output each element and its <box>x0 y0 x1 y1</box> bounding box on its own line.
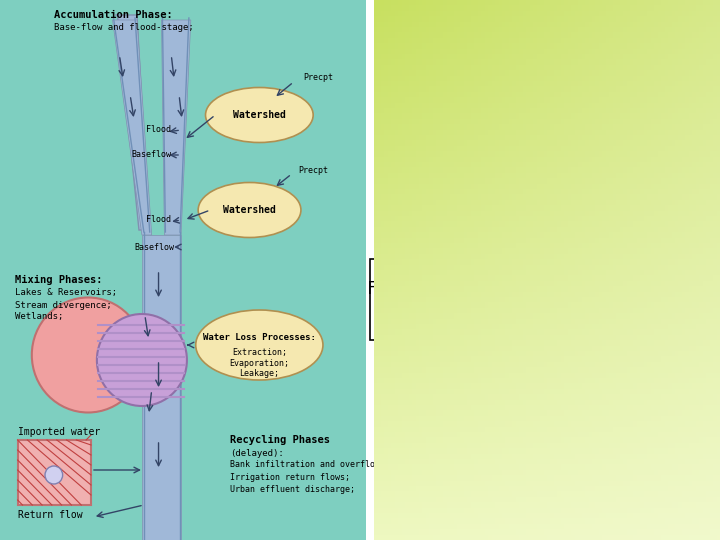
Polygon shape <box>112 20 152 235</box>
Text: Irrigation return flows;: Irrigation return flows; <box>230 472 350 482</box>
Ellipse shape <box>45 466 63 484</box>
Text: Stream divergence;: Stream divergence; <box>14 300 112 309</box>
FancyBboxPatch shape <box>0 0 366 540</box>
Text: Baseflow: Baseflow <box>134 242 174 252</box>
Text: Flood: Flood <box>146 215 171 225</box>
Text: Flood: Flood <box>146 125 171 134</box>
Ellipse shape <box>198 183 301 238</box>
Ellipse shape <box>32 298 144 413</box>
Ellipse shape <box>97 314 187 406</box>
FancyBboxPatch shape <box>366 0 705 540</box>
Text: Figure 23: The isotopic river
continuum model (schematic): Figure 23: The isotopic river continuum … <box>367 280 683 319</box>
Text: Leakage;: Leakage; <box>239 369 279 379</box>
Text: Precpt: Precpt <box>299 165 328 174</box>
Text: Bank infiltration and overflow;: Bank infiltration and overflow; <box>230 461 385 469</box>
Text: Wetlands;: Wetlands; <box>14 313 63 321</box>
Polygon shape <box>142 235 181 540</box>
Text: Watershed: Watershed <box>233 110 286 120</box>
Ellipse shape <box>196 310 323 380</box>
Text: Evaporation;: Evaporation; <box>230 359 289 368</box>
Text: Baseflow: Baseflow <box>131 151 171 159</box>
FancyBboxPatch shape <box>17 440 91 505</box>
Polygon shape <box>161 20 191 235</box>
Text: (delayed):: (delayed): <box>230 449 284 457</box>
Text: Mixing Phases:: Mixing Phases: <box>14 275 102 285</box>
Text: Return flow: Return flow <box>17 510 82 520</box>
Text: Extraction;: Extraction; <box>232 348 287 356</box>
Text: Imported water: Imported water <box>17 427 100 437</box>
Text: Recycling Phases: Recycling Phases <box>230 435 330 445</box>
FancyBboxPatch shape <box>370 259 680 340</box>
Text: Urban effluent discharge;: Urban effluent discharge; <box>230 484 355 494</box>
Text: Base-flow and flood-stage;: Base-flow and flood-stage; <box>54 24 194 32</box>
Text: Lakes & Reservoirs;: Lakes & Reservoirs; <box>14 288 117 298</box>
Ellipse shape <box>205 87 313 143</box>
Polygon shape <box>115 15 149 230</box>
Text: Watershed: Watershed <box>223 205 276 215</box>
Text: Precpt: Precpt <box>303 73 333 83</box>
Text: Accumulation Phase:: Accumulation Phase: <box>54 10 173 20</box>
Text: Water Loss Processes:: Water Loss Processes: <box>203 334 316 342</box>
